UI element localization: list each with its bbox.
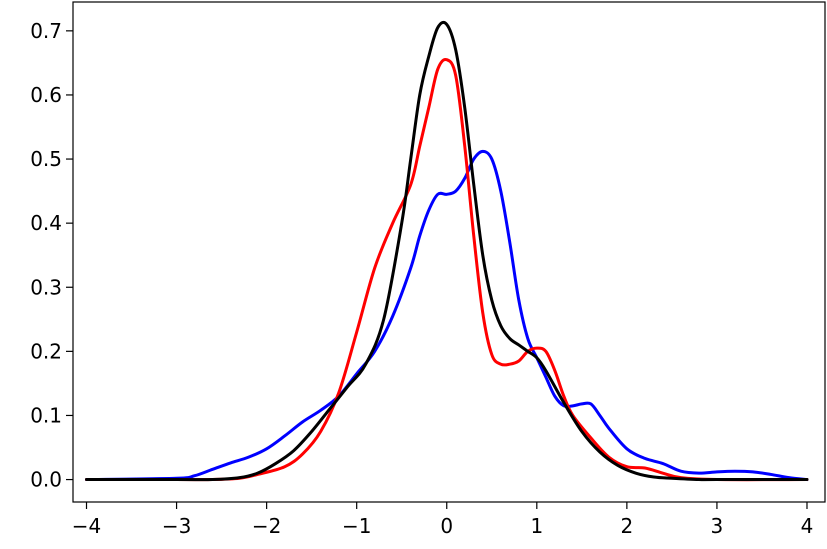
x-tick-label: 4 (801, 514, 814, 538)
x-tick-label: −4 (72, 514, 101, 538)
y-tick-label: 0.3 (30, 275, 62, 299)
series-line-3 (85, 20, 809, 482)
x-tick-label: 1 (530, 514, 543, 538)
series-layer (85, 20, 809, 482)
plot-frame (72, 1, 826, 503)
y-tick-label: 0.0 (30, 468, 62, 492)
x-axis: −4 −3 −2 −1 0 1 2 3 4 (72, 502, 814, 538)
y-tick-label: 0.5 (30, 147, 62, 171)
x-tick-label: 2 (621, 514, 634, 538)
y-tick-label: 0.6 (30, 83, 62, 107)
y-tick-label: 0.7 (30, 19, 62, 43)
x-tick-label: 0 (440, 514, 453, 538)
y-tick-label: 0.4 (30, 211, 62, 235)
y-axis: 0.0 0.1 0.2 0.3 0.4 0.5 0.6 0.7 (30, 19, 73, 492)
series-line-2 (85, 57, 809, 482)
x-tick-label: −3 (162, 514, 191, 538)
x-tick-label: −2 (252, 514, 281, 538)
x-tick-label: −1 (342, 514, 371, 538)
series-line-1 (85, 149, 809, 482)
y-tick-label: 0.2 (30, 339, 62, 363)
x-tick-label: 3 (711, 514, 724, 538)
y-tick-label: 0.1 (30, 403, 62, 427)
